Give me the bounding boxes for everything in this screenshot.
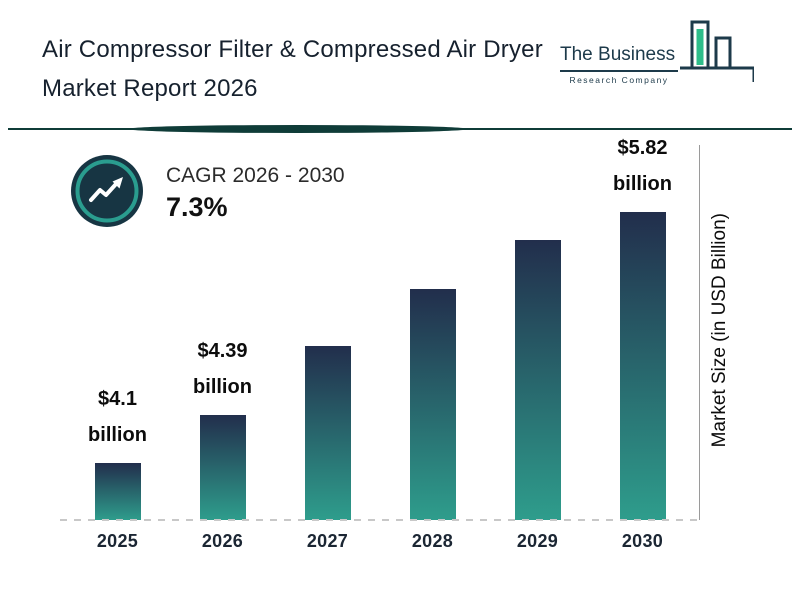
bar-2029 <box>514 240 561 520</box>
x-tick-2027: 2027 <box>306 531 349 551</box>
y-axis-label-wrap: Market Size (in USD Billion) <box>702 140 738 520</box>
divider-lens <box>128 125 468 133</box>
x-tick-2026: 2026 <box>201 531 244 551</box>
bar-column <box>275 346 380 520</box>
logo-subtitle: Research Company <box>569 75 669 85</box>
years-row: 2025 2026 2027 2028 2029 2030 <box>65 531 695 552</box>
logo-text: The Business Research Company <box>560 44 678 85</box>
company-logo: The Business Research Company <box>560 20 760 110</box>
bar-column <box>485 240 590 520</box>
bar-value-label: $4.39 billion <box>193 340 252 398</box>
bars-row: $4.1 billion $4.39 billion $5.82 billion <box>65 137 695 520</box>
bar-2028 <box>409 289 456 520</box>
bar-column: $4.39 billion <box>170 333 275 520</box>
bar-column <box>380 289 485 520</box>
bar-value-label: $4.1 billion <box>88 388 147 446</box>
logo-bars-icon <box>680 20 756 91</box>
page-title: Air Compressor Filter & Compressed Air D… <box>42 36 543 102</box>
x-tick-2029: 2029 <box>516 531 559 551</box>
bar-column: $5.82 billion <box>590 130 695 520</box>
bar-value-label: $5.82 billion <box>613 137 672 195</box>
header-divider <box>8 124 792 134</box>
bar-column: $4.1 billion <box>65 381 170 520</box>
x-tick-2030: 2030 <box>621 531 664 551</box>
x-axis-baseline <box>60 519 700 521</box>
cagr-badge: CAGR 2026 - 2030 7.3% <box>68 152 345 235</box>
x-tick-2025: 2025 <box>96 531 139 551</box>
bar-2030 <box>619 212 666 520</box>
logo-name: The Business <box>560 44 678 72</box>
bar-2026 <box>199 415 246 520</box>
trend-up-icon <box>68 152 146 235</box>
y-axis-line <box>699 145 700 520</box>
x-tick-2028: 2028 <box>411 531 454 551</box>
bar-2025 <box>94 463 141 520</box>
bar-2027 <box>304 346 351 520</box>
y-axis-label: Market Size (in USD Billion) <box>709 212 730 448</box>
cagr-value: 7.3% <box>166 192 228 222</box>
cagr-label: CAGR 2026 - 2030 <box>166 164 345 187</box>
cagr-texts: CAGR 2026 - 2030 7.3% <box>166 164 345 223</box>
